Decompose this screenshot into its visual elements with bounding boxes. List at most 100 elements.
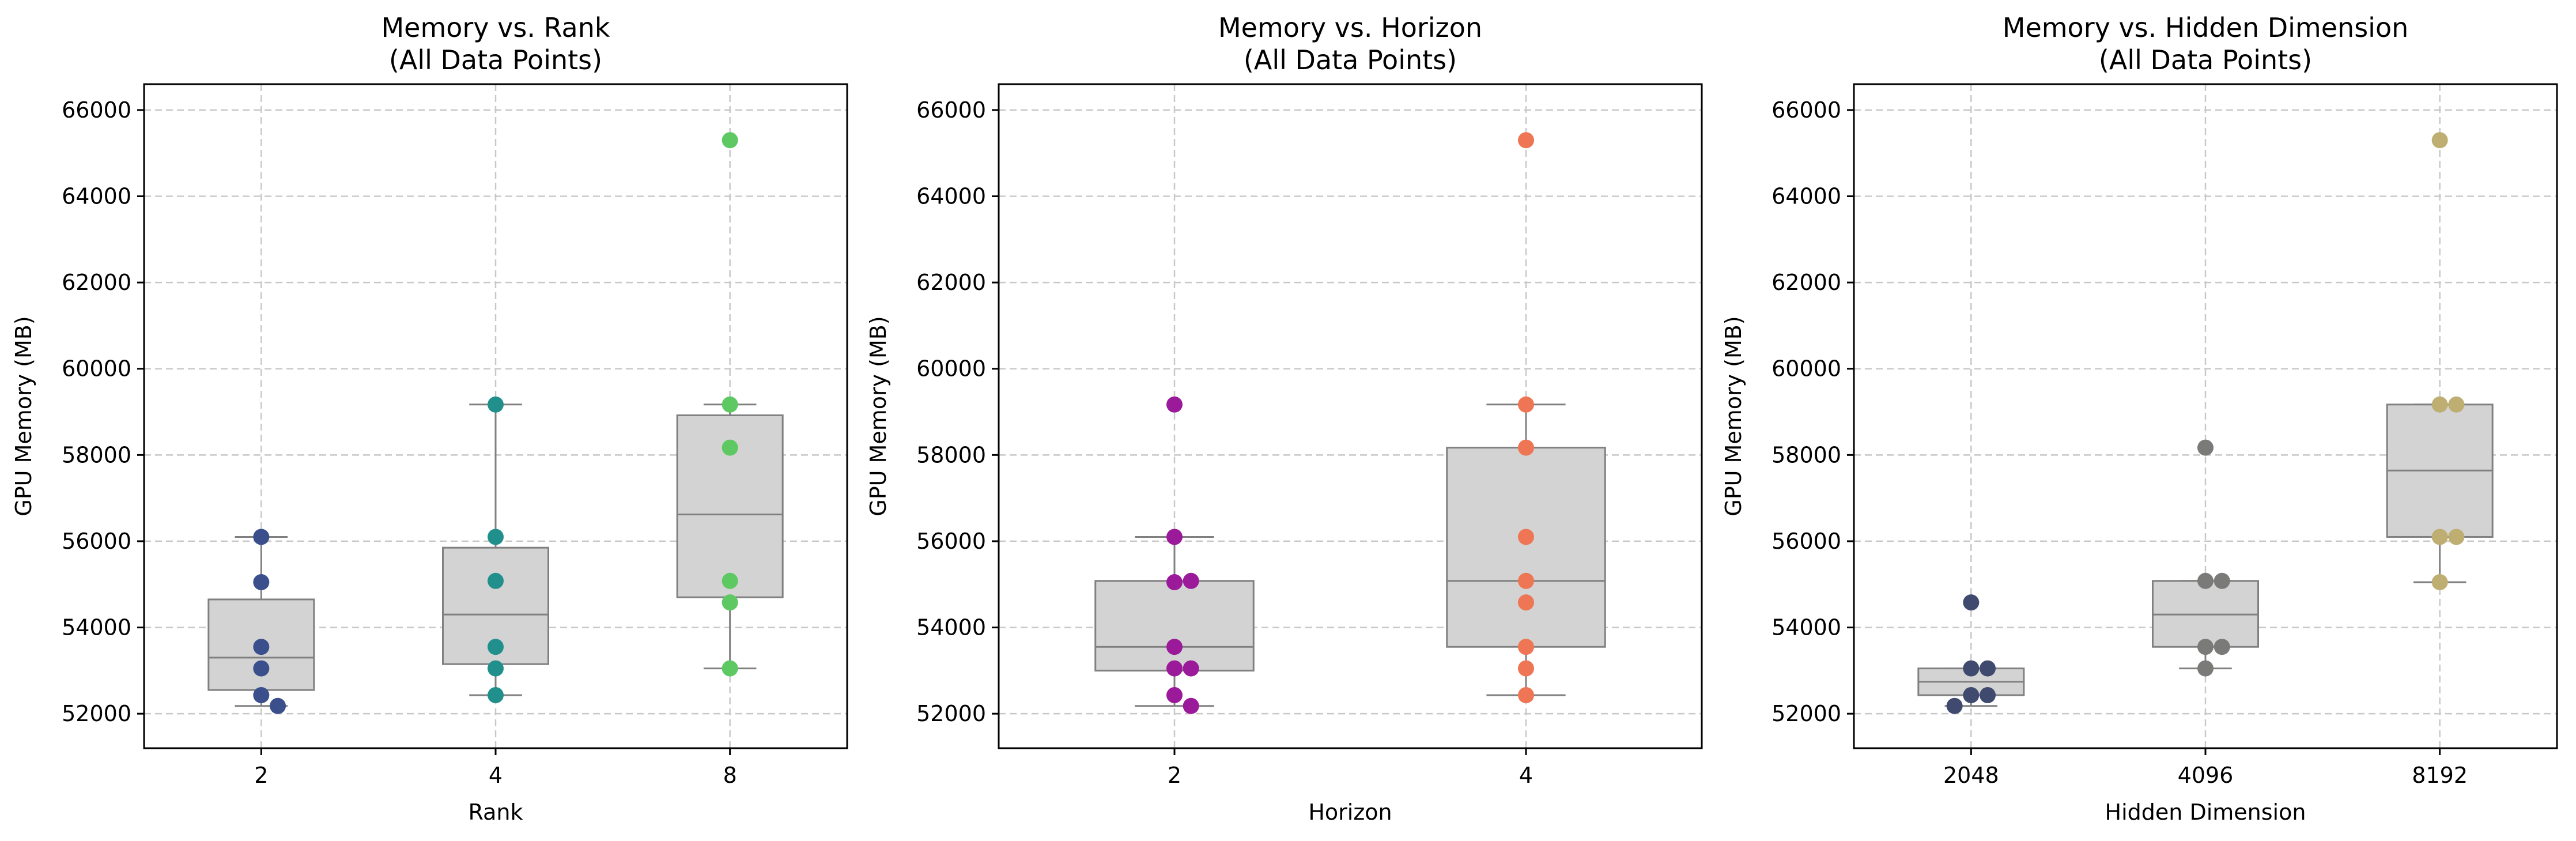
y-tick-label: 58000 bbox=[1772, 442, 1841, 467]
x-tick-label: 4 bbox=[1519, 763, 1533, 788]
y-tick-label: 64000 bbox=[62, 183, 131, 209]
subplot-1: 52000 54000 56000 58000 60000 62000 64000 66000… bbox=[11, 12, 848, 825]
x-tick-label: 4096 bbox=[2178, 763, 2234, 788]
data-point bbox=[1518, 529, 1534, 545]
points-2048 bbox=[1946, 594, 1996, 714]
data-point bbox=[722, 660, 738, 677]
y-tick-label: 56000 bbox=[1772, 529, 1841, 554]
points-2 bbox=[253, 529, 286, 714]
data-point bbox=[488, 687, 504, 703]
data-point bbox=[1518, 687, 1534, 703]
data-point bbox=[1183, 572, 1199, 589]
data-point bbox=[1963, 594, 1980, 611]
points-4 bbox=[488, 396, 504, 703]
data-point bbox=[2197, 639, 2214, 655]
data-point bbox=[1518, 594, 1534, 611]
data-point bbox=[1980, 687, 1996, 703]
y-tick-label: 62000 bbox=[1772, 270, 1841, 295]
chart-title: Memory vs. Hidden Dimension (All Data Poi… bbox=[2003, 12, 2409, 76]
data-point bbox=[488, 396, 504, 413]
y-axis-label: GPU Memory (MB) bbox=[866, 316, 891, 516]
box-4096 bbox=[2152, 580, 2259, 670]
subplot-3: 52000 54000 56000 58000 60000 62000 64000 66000… bbox=[1721, 12, 2558, 825]
y-axis-label: GPU Memory (MB) bbox=[11, 316, 36, 516]
y-tick-label: 60000 bbox=[916, 356, 986, 382]
chart-title-line: Memory vs. Hidden Dimension bbox=[2003, 12, 2409, 43]
box-8192 bbox=[2386, 403, 2494, 583]
x-axis-label: Rank bbox=[469, 799, 523, 825]
data-point bbox=[1166, 639, 1183, 655]
data-point bbox=[1166, 396, 1183, 413]
data-point bbox=[1518, 396, 1534, 413]
data-point bbox=[1518, 439, 1534, 456]
y-tick-label: 64000 bbox=[1772, 183, 1841, 209]
data-point bbox=[1518, 639, 1534, 655]
y-tick-label: 62000 bbox=[916, 270, 986, 295]
data-point bbox=[1963, 660, 1980, 677]
x-tick-label: 8192 bbox=[2412, 763, 2468, 788]
y-tick-label: 54000 bbox=[62, 615, 131, 640]
x-tick-label: 2048 bbox=[1943, 763, 1999, 788]
data-point bbox=[1518, 132, 1534, 149]
y-tick-label: 60000 bbox=[1772, 356, 1841, 382]
data-point bbox=[1518, 572, 1534, 589]
y-tick-label: 54000 bbox=[1772, 615, 1841, 640]
chart-title-line: (All Data Points) bbox=[1244, 44, 1457, 76]
y-tick-label: 64000 bbox=[916, 183, 986, 209]
data-point bbox=[722, 594, 738, 611]
data-point bbox=[2214, 572, 2230, 589]
x-tick-label: 2 bbox=[1168, 763, 1181, 788]
data-point bbox=[2197, 660, 2214, 677]
data-point bbox=[1183, 697, 1199, 714]
x-axis-label: Hidden Dimension bbox=[2105, 799, 2306, 825]
points-4096 bbox=[2197, 439, 2230, 677]
data-point bbox=[722, 396, 738, 413]
data-point bbox=[488, 639, 504, 655]
x-axis-label: Horizon bbox=[1308, 799, 1392, 825]
x-tick-label: 2 bbox=[254, 763, 268, 788]
y-tick-label: 52000 bbox=[62, 701, 131, 726]
data-point bbox=[722, 132, 738, 149]
data-point bbox=[1166, 574, 1183, 590]
y-tick-label: 58000 bbox=[62, 442, 131, 467]
chart-title-line: (All Data Points) bbox=[389, 44, 602, 76]
x-tick-label: 4 bbox=[489, 763, 503, 788]
box-4 bbox=[1446, 403, 1606, 696]
data-point bbox=[1166, 687, 1183, 703]
data-point bbox=[270, 697, 286, 714]
data-point bbox=[488, 660, 504, 677]
data-point bbox=[253, 574, 270, 590]
data-point bbox=[2197, 439, 2214, 456]
data-point bbox=[253, 639, 270, 655]
box-2 bbox=[207, 535, 315, 707]
data-point bbox=[253, 529, 270, 545]
data-point bbox=[2431, 396, 2448, 413]
data-point bbox=[1963, 687, 1980, 703]
data-point bbox=[2448, 396, 2465, 413]
data-point bbox=[2448, 529, 2465, 545]
y-tick-label: 56000 bbox=[62, 529, 131, 554]
points-8 bbox=[722, 132, 738, 677]
y-tick-label: 66000 bbox=[916, 97, 986, 123]
chart-title: Memory vs. Rank (All Data Points) bbox=[381, 12, 610, 76]
data-point bbox=[2197, 572, 2214, 589]
box-iqr bbox=[1446, 447, 1606, 648]
x-tick-label: 8 bbox=[723, 763, 737, 788]
data-point bbox=[2214, 639, 2230, 655]
data-point bbox=[1518, 660, 1534, 677]
data-point bbox=[722, 572, 738, 589]
y-tick-label: 52000 bbox=[916, 701, 986, 726]
data-point bbox=[1946, 697, 1963, 714]
box-2 bbox=[1094, 535, 1255, 707]
chart-title-line: (All Data Points) bbox=[2099, 44, 2312, 76]
box-iqr bbox=[1094, 580, 1255, 672]
y-tick-label: 56000 bbox=[916, 529, 986, 554]
y-axis-label: GPU Memory (MB) bbox=[1721, 316, 1746, 516]
y-tick-label: 54000 bbox=[916, 615, 986, 640]
points-2 bbox=[1166, 396, 1199, 714]
y-tick-label: 66000 bbox=[1772, 97, 1841, 123]
data-point bbox=[1980, 660, 1996, 677]
y-tick-label: 62000 bbox=[62, 270, 131, 295]
